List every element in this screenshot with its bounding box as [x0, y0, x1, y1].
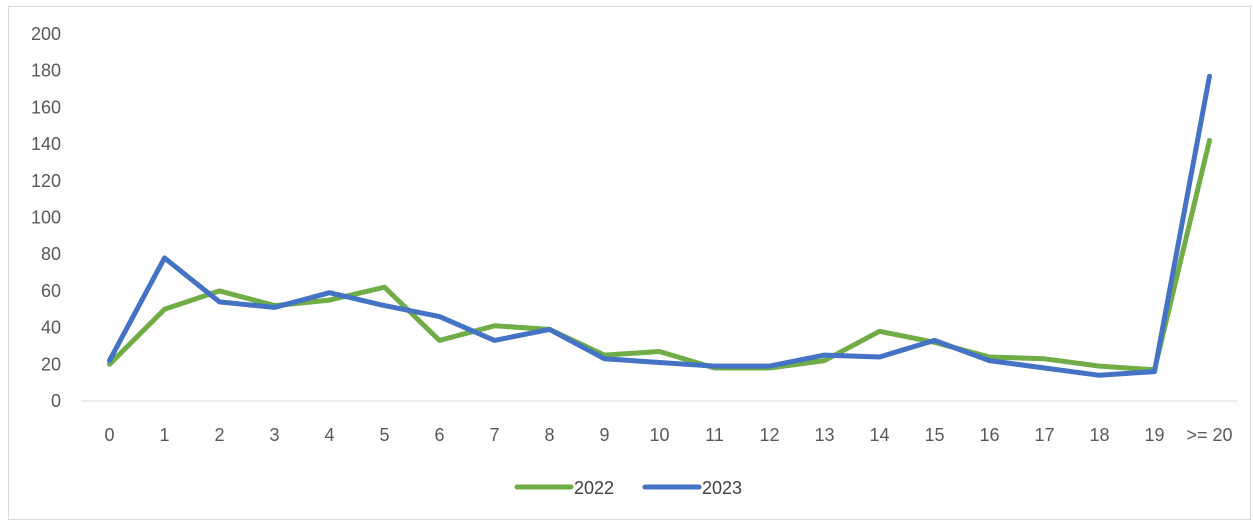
- x-tick-label: 5: [379, 425, 389, 445]
- x-tick-label: 12: [759, 425, 779, 445]
- x-tick-label: 18: [1089, 425, 1109, 445]
- legend-label-2022: 2022: [574, 478, 614, 498]
- y-tick-label: 200: [31, 24, 61, 44]
- x-tick-label: 16: [979, 425, 999, 445]
- x-tick-label: 2: [214, 425, 224, 445]
- x-tick-label: 0: [104, 425, 114, 445]
- x-tick-label: 6: [434, 425, 444, 445]
- y-tick-label: 60: [41, 281, 61, 301]
- y-tick-label: 120: [31, 171, 61, 191]
- series-lines: [107, 73, 1212, 378]
- x-tick-label: 15: [924, 425, 944, 445]
- x-tick-label: 9: [599, 425, 609, 445]
- y-tick-label: 0: [51, 391, 61, 411]
- y-axis-ticks: 0 20 40 60 80 100 120 140 160 180 200: [31, 24, 61, 411]
- x-tick-label: 13: [814, 425, 834, 445]
- x-tick-label: 11: [705, 425, 724, 445]
- y-tick-label: 160: [31, 97, 61, 117]
- y-tick-label: 80: [41, 244, 61, 264]
- x-tick-label: 8: [544, 425, 554, 445]
- x-tick-label: 7: [489, 425, 499, 445]
- x-tick-label: 3: [269, 425, 279, 445]
- x-tick-label: 17: [1034, 425, 1054, 445]
- y-tick-label: 100: [31, 208, 61, 228]
- y-tick-label: 180: [31, 61, 61, 81]
- legend-label-2023: 2023: [702, 478, 742, 498]
- x-tick-label: 4: [324, 425, 334, 445]
- y-tick-label: 40: [41, 318, 61, 338]
- chart-frame: [8, 6, 1251, 520]
- series-line-2022: [107, 137, 1212, 373]
- x-tick-label: 19: [1144, 425, 1164, 445]
- y-tick-label: 20: [41, 354, 61, 374]
- x-tick-label: 1: [159, 425, 169, 445]
- x-tick-label: >= 20: [1186, 425, 1232, 445]
- x-axis-ticks: 0 1 2 3 4 5 6 7 8 9 10 11 12 13 14 15 16 17 18 19 >= 20: [104, 425, 1232, 445]
- y-tick-label: 140: [31, 134, 61, 154]
- x-tick-label: 14: [869, 425, 889, 445]
- legend: 2022 2023: [514, 478, 742, 498]
- series-line-2023: [107, 73, 1212, 378]
- x-tick-label: 10: [649, 425, 669, 445]
